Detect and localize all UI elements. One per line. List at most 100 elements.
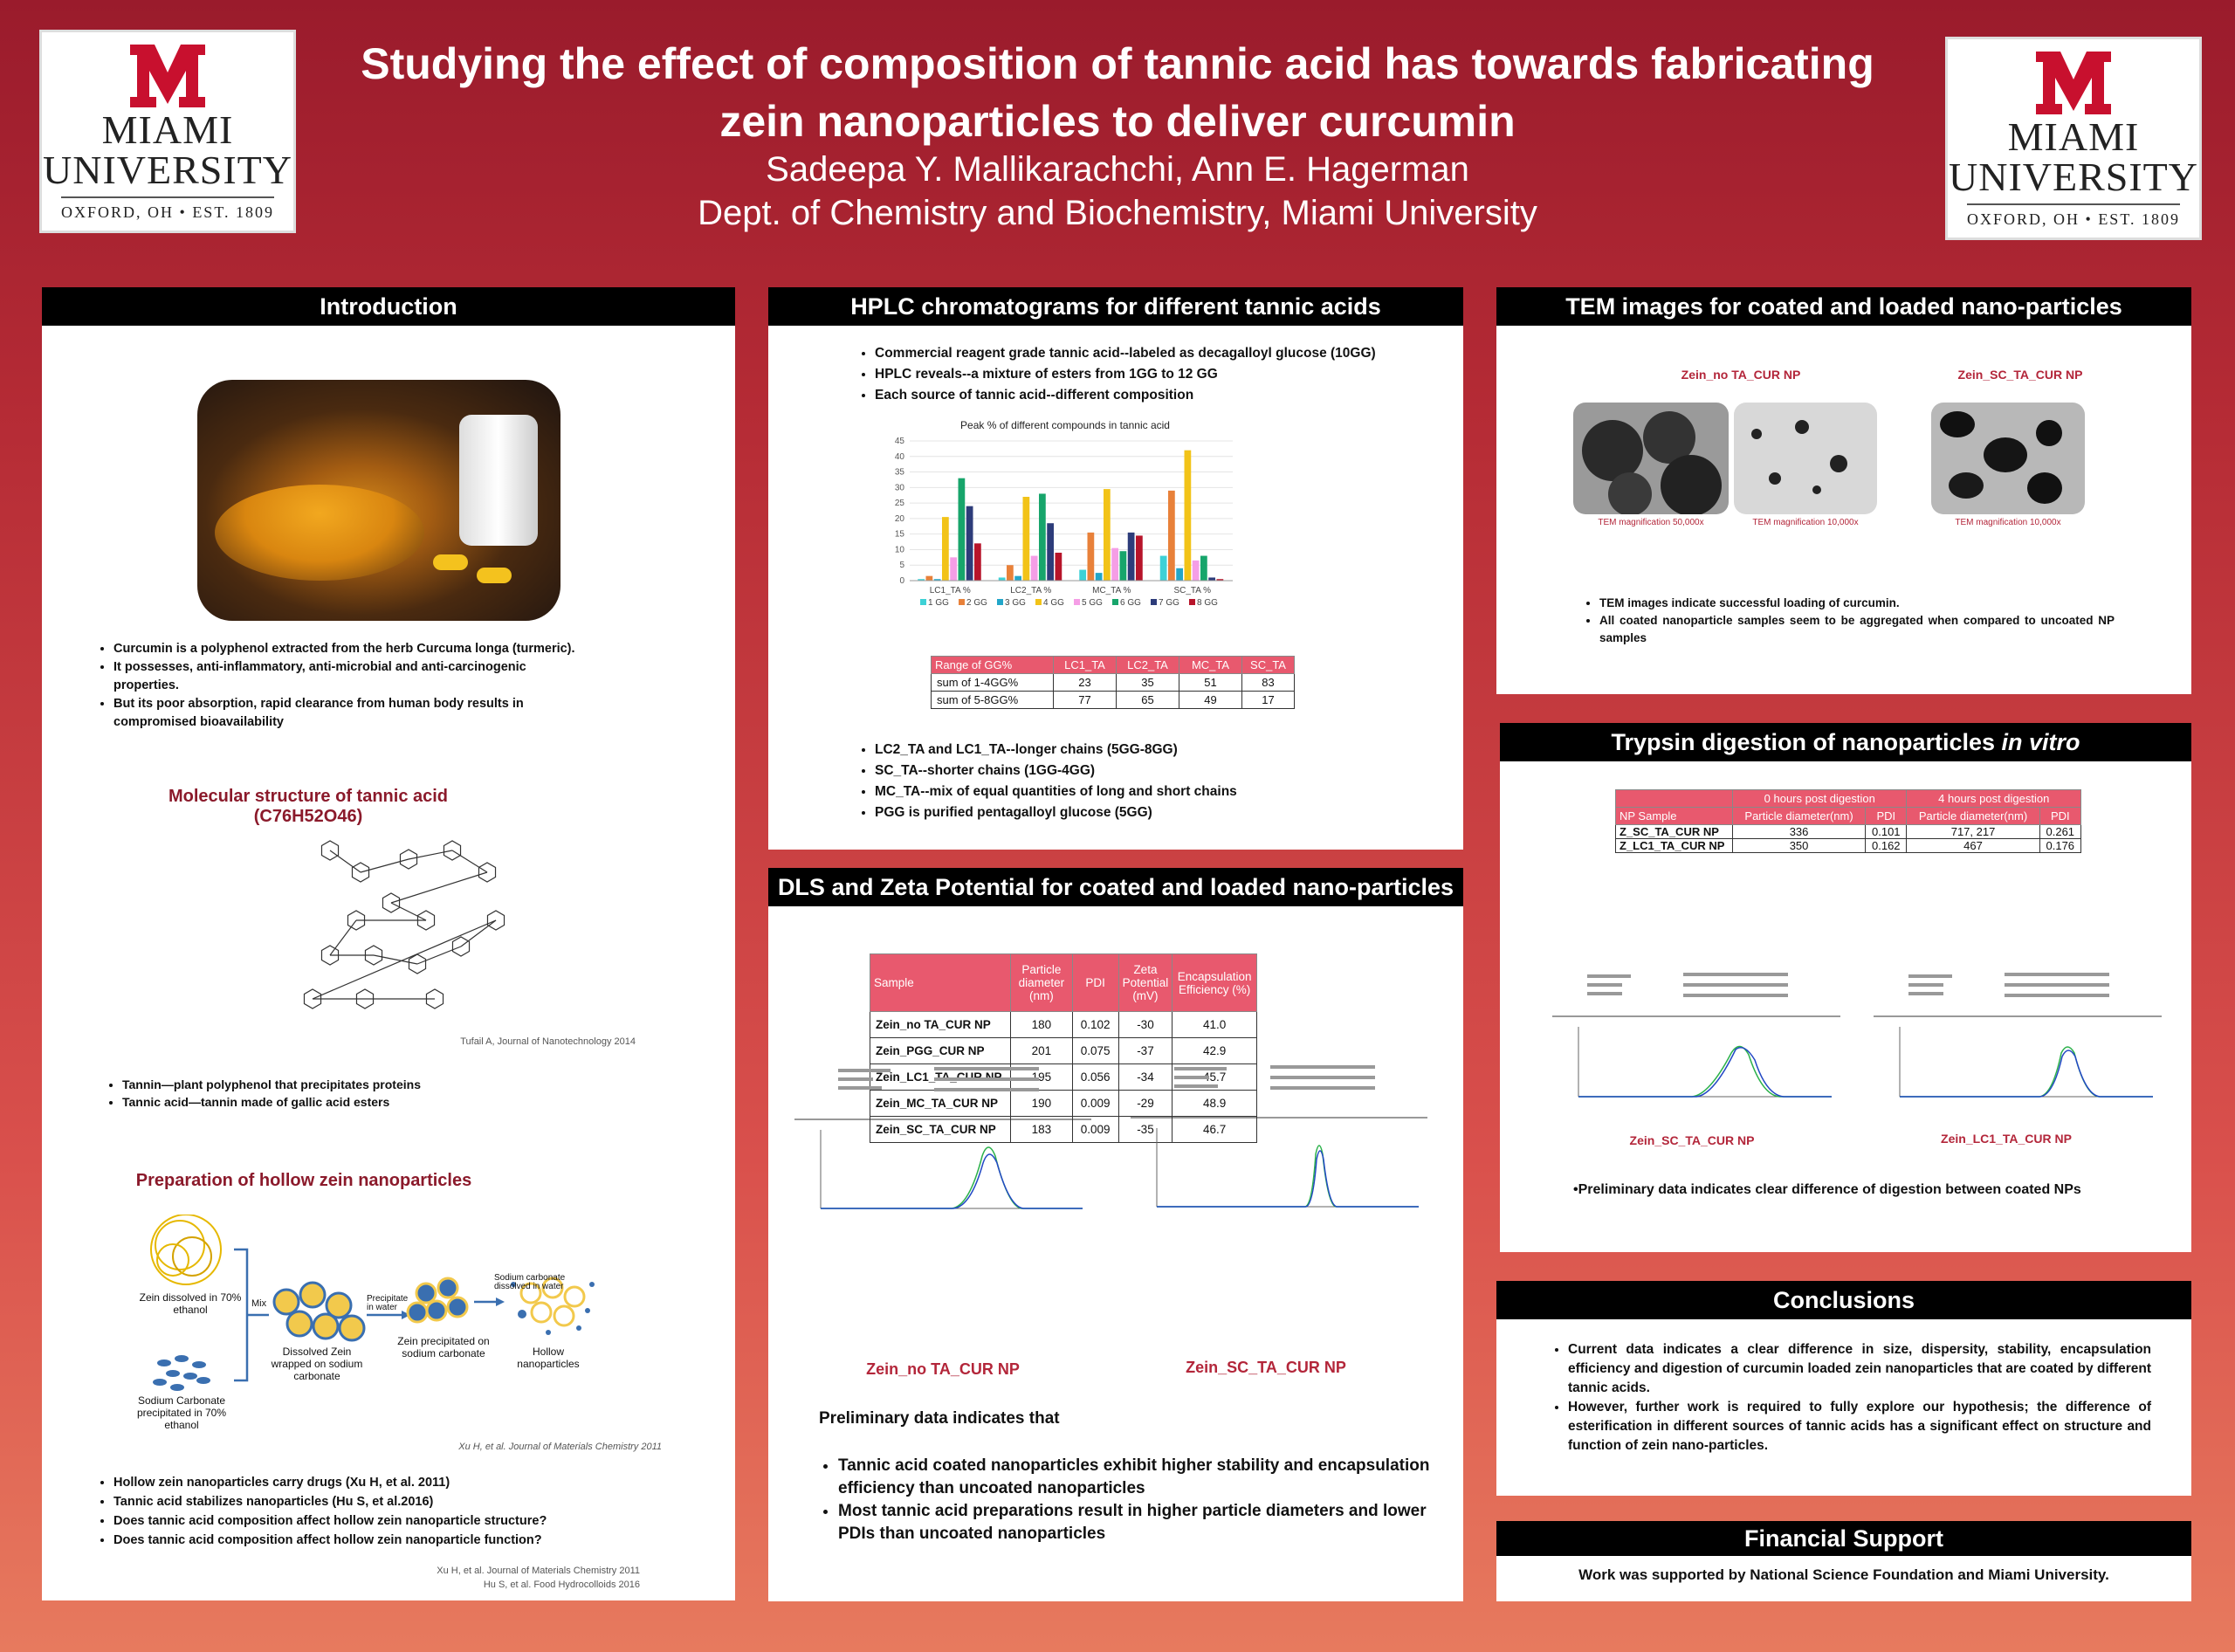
list-item: HPLC reveals--a mixture of esters from 1… (875, 364, 1432, 385)
table-header: 4 hours post digestion (1906, 789, 2081, 808)
legend-label: 8 GG (1197, 598, 1218, 608)
list-item: MC_TA--mix of equal quantities of long a… (875, 781, 1432, 802)
table-header: Range of GG% (931, 656, 1054, 674)
dls-panel: DLS and Zeta Potential for coated and lo… (768, 868, 1463, 1601)
bar (1136, 535, 1143, 581)
bar (1030, 555, 1038, 581)
introduction-heading: Introduction (42, 287, 735, 326)
tem-bullets: TEM images indicate successful loading o… (1580, 595, 2115, 647)
table-row: Zein_no TA_CUR NP 180 0.102 -30 41.0 (869, 1011, 1257, 1038)
table-cell: 0.102 (1071, 1011, 1119, 1038)
logo-line3: OXFORD, OH • EST. 1809 (1967, 203, 2180, 229)
ring-shape (382, 892, 401, 913)
list-item: Tannic acid stabilizes nanoparticles (Hu… (113, 1492, 705, 1511)
table-cell: 350 (1731, 838, 1867, 853)
y-tick-label: 10 (895, 545, 905, 554)
table-cell: 0.075 (1071, 1037, 1119, 1064)
list-item: Each source of tannic acid--different co… (875, 385, 1432, 406)
bar (1095, 573, 1103, 581)
table-header: Encapsulation Efficiency (%) (1172, 953, 1257, 1012)
table-header-row: 0 hours post digestion 4 hours post dige… (1615, 789, 2081, 808)
introduction-panel: Introduction Curcumin is a polyphenol ex… (42, 287, 735, 1600)
structure-cite: Tufail A, Journal of Nanotechnology 2014 (460, 1036, 636, 1047)
ring-shape (408, 953, 427, 974)
miami-m-icon (2036, 52, 2111, 114)
tem-label-right: Zein_SC_TA_CUR NP (1957, 368, 2083, 382)
legend-label: 2 GG (966, 598, 987, 608)
legend-swatch (1074, 599, 1080, 605)
table-cell: Zein_SC_TA_CUR NP (869, 1116, 1012, 1143)
list-item: Tannin—plant polyphenol that precipitate… (122, 1076, 627, 1093)
table-row: Zein_PGG_CUR NP 201 0.075 -37 42.9 (869, 1037, 1257, 1064)
prep-label-dissolved: Sodium carbonate dissolved in water (494, 1273, 566, 1291)
bond-line (329, 919, 357, 956)
legend-swatch (1151, 599, 1157, 605)
list-item: Curcumin is a polyphenol extracted from … (113, 640, 592, 658)
y-tick-label: 5 (899, 561, 904, 570)
table-cell: 0.176 (2039, 838, 2082, 853)
conclusions-bullets: Current data indicates a clear differenc… (1549, 1340, 2151, 1456)
prep-label-zein: Zein dissolved in 70% ethanol (139, 1291, 242, 1316)
list-item: It possesses, anti-inflammatory, anti-mi… (113, 658, 592, 695)
table-cell: 717, 217 (1906, 824, 2040, 839)
table-header: Particle diameter(nm) (1731, 807, 1867, 825)
bar (1039, 493, 1046, 581)
table-cell: 183 (1010, 1116, 1073, 1143)
ring-shape (443, 840, 462, 861)
x-tick-label: LC1_TA % (930, 586, 971, 595)
dls-plot-left (794, 1060, 1091, 1217)
ring-shape (451, 936, 471, 957)
bar (1159, 555, 1167, 581)
bar (1176, 568, 1183, 581)
table-cell: 51 (1179, 673, 1242, 692)
wrapped-particles-icon (272, 1281, 366, 1342)
bar (933, 579, 941, 581)
legend-label: 3 GG (1005, 598, 1026, 608)
table-header: 0 hours post digestion (1731, 789, 1908, 808)
trypsin-plot-left (1552, 966, 1840, 1111)
tem-image-1 (1573, 403, 1729, 514)
x-tick-label: MC_TA % (1092, 586, 1131, 595)
bar (1200, 555, 1207, 581)
tannic-acid-structure (303, 840, 505, 1009)
curcumin-photo (197, 380, 560, 621)
dls-table: Sample Particle diameter (nm) PDI Zeta P… (869, 953, 1257, 1143)
table-header: NP Sample (1615, 807, 1733, 825)
trypsin-plot-right (1874, 966, 2162, 1111)
bar (1007, 565, 1014, 581)
prep-label-precipitate: Precipitate in water (367, 1294, 409, 1312)
trypsin-heading: Trypsin digestion of nanoparticles in vi… (1500, 723, 2191, 761)
bar (1184, 450, 1192, 581)
list-item: LC2_TA and LC1_TA--longer chains (5GG-8G… (875, 740, 1432, 761)
bar (966, 506, 973, 581)
bar (1104, 489, 1111, 581)
dls-plot-label-left: Zein_no TA_CUR NP (866, 1360, 1020, 1378)
dls-heading: DLS and Zeta Potential for coated and lo… (768, 868, 1463, 906)
ref-1: Xu H, et al. Journal of Materials Chemis… (437, 1566, 640, 1576)
logo-line1: MIAMI (101, 107, 234, 152)
ref-2: Hu S, et al. Food Hydrocolloids 2016 (483, 1580, 640, 1590)
gg-range-table: Range of GG% LC1_TA LC2_TA MC_TA SC_TA s… (931, 656, 1295, 709)
bond-line (408, 850, 453, 860)
legend-label: 5 GG (1082, 598, 1103, 608)
legend-label: 6 GG (1120, 598, 1141, 608)
table-cell: 48.9 (1172, 1090, 1257, 1117)
ring-shape (351, 862, 370, 883)
bar (1079, 569, 1086, 581)
trypsin-plot-label-left: Zein_SC_TA_CUR NP (1629, 1133, 1755, 1147)
ring-shape (486, 910, 505, 931)
dls-plot-label-right: Zein_SC_TA_CUR NP (1186, 1359, 1346, 1376)
table-cell: 0.056 (1071, 1063, 1119, 1091)
conclusions-panel: Conclusions Current data indicates a cle… (1496, 1281, 2191, 1496)
preparation-diagram: Zein dissolved in 70% ethanol Sodium Car… (137, 1214, 662, 1476)
bar (1216, 579, 1224, 581)
bar (1055, 553, 1062, 581)
financial-text: Work was supported by National Science F… (1578, 1566, 2109, 1583)
tem-caption-3: TEM magnification 10,000x (1955, 518, 2061, 527)
intro-bullets: Curcumin is a polyphenol extracted from … (94, 640, 592, 732)
table-cell: sum of 1-4GG% (931, 673, 1054, 692)
trypsin-note: •Preliminary data indicates clear differ… (1573, 1182, 2081, 1197)
list-item: Most tannic acid preparations result in … (838, 1500, 1448, 1545)
table-cell: 46.7 (1172, 1116, 1257, 1143)
prep-label-sodium: Sodium Carbonate precipitated in 70% eth… (136, 1394, 227, 1431)
